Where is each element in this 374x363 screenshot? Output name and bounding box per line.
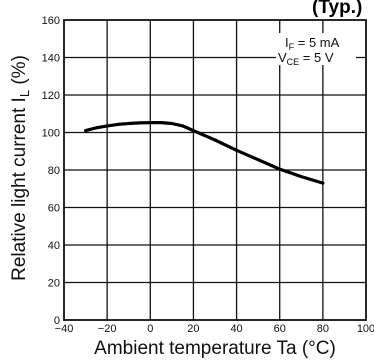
y-tick-labels: 0 20 40 60 80 100 120 140 160	[42, 15, 60, 327]
annotation-vce-main: V	[278, 50, 287, 65]
y-tick-label: 80	[48, 165, 60, 177]
x-axis-label: Ambient temperature Ta (°C)	[94, 338, 336, 359]
y-tick-label: 0	[54, 315, 60, 327]
annotation-vce: VCE = 5 V	[278, 50, 334, 67]
y-axis-label: Relative light current IL (%)	[9, 55, 32, 281]
annotation-if-main: I	[285, 35, 289, 50]
annotation-if: IF = 5 mA	[285, 35, 340, 52]
x-tick-label: 40	[230, 323, 242, 335]
y-tick-label: 120	[42, 90, 60, 102]
x-tick-label: 60	[274, 323, 286, 335]
y-tick-label: 20	[48, 278, 60, 290]
y-axis-label-main: Relative light current I	[9, 97, 30, 281]
x-tick-label: −40	[55, 323, 74, 335]
annotation-vce-rest: = 5 V	[299, 50, 334, 65]
x-tick-label: 0	[147, 323, 153, 335]
plot-frame	[63, 19, 367, 321]
annotation-if-rest: = 5 mA	[294, 35, 339, 50]
y-tick-label: 60	[48, 203, 60, 215]
annotation-vce-sub: CE	[287, 57, 300, 67]
x-tick-label: 20	[187, 323, 199, 335]
chart-title-fragment: (Typ.)	[312, 0, 362, 18]
y-axis-label-unit: (%)	[9, 55, 30, 90]
x-tick-label: 100	[357, 323, 374, 335]
y-tick-label: 160	[42, 15, 60, 27]
annotation-box	[276, 33, 356, 65]
annotation-if-sub: F	[289, 42, 295, 52]
x-tick-label: 80	[317, 323, 329, 335]
x-tick-labels: −40 −20 0 20 40 60 80 100	[55, 323, 374, 335]
series-line	[84, 121, 325, 185]
x-tick-label: −20	[98, 323, 117, 335]
y-tick-label: 140	[42, 53, 60, 65]
y-tick-label: 100	[42, 128, 60, 140]
y-axis-label-sub: L	[17, 90, 32, 97]
y-tick-label: 40	[48, 240, 60, 252]
